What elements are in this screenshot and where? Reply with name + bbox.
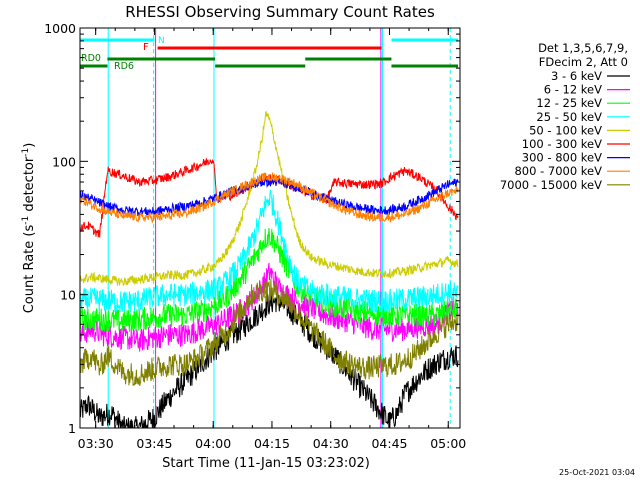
legend-header-line2: FDecim 2, Att 0 <box>539 55 628 69</box>
x-tick-label-2: 04:00 <box>195 436 231 451</box>
y-tick-label-3: 1000 <box>44 21 76 36</box>
legend-header-line1: Det 1,3,5,6,7,9, <box>538 41 628 55</box>
series-line-8 <box>79 278 459 386</box>
legend-label-5: 100 - 300 keV <box>522 137 602 151</box>
legend-label-0: 3 - 6 keV <box>551 69 602 83</box>
y-axis-label-mid: detector <box>22 156 37 216</box>
y-tick-label-2: 100 <box>52 154 76 169</box>
legend-label-8: 7000 - 15000 keV <box>500 178 602 192</box>
y-axis-label-end: ) <box>22 143 37 148</box>
y-axis-label-sup1: -1 <box>21 216 31 225</box>
x-tick-label-0: 03:30 <box>78 436 114 451</box>
series-line-6 <box>79 176 459 217</box>
x-axis: 03:30 03:45 04:00 04:15 04:30 04:45 05:00 <box>78 28 466 451</box>
y-axis-label-sup2: -1 <box>21 148 31 157</box>
mode-bar-label-f: F <box>143 42 149 53</box>
x-tick-label-6: 05:00 <box>430 436 466 451</box>
series-line-4 <box>79 110 459 286</box>
legend-label-6: 300 - 800 keV <box>522 151 602 165</box>
series-line-0 <box>79 291 459 429</box>
legend-label-1: 6 - 12 keV <box>544 83 602 97</box>
y-axis-label: Count Rate (s-1 detector-1) <box>21 143 37 314</box>
legend-label-3: 25 - 50 keV <box>536 110 602 124</box>
series-line-3 <box>79 189 459 313</box>
mode-bar-label-rd0: RD0 <box>81 53 101 64</box>
mode-bar-label-rd6: RD6 <box>114 61 134 72</box>
x-tick-label-3: 04:15 <box>254 436 290 451</box>
y-tick-label-1: 10 <box>60 288 76 303</box>
series-lines <box>79 110 459 429</box>
chart-title: RHESSI Observing Summary Count Rates <box>125 3 435 21</box>
y-axis: 1 10 100 1000 <box>44 21 460 436</box>
x-axis-label: Start Time (11-Jan-15 03:23:02) <box>162 456 370 471</box>
series-line-1 <box>79 262 459 352</box>
x-tick-label-1: 03:45 <box>136 436 172 451</box>
mode-bars: NF RD0 RD6 <box>80 36 459 72</box>
series-line-2 <box>79 227 459 332</box>
legend: Det 1,3,5,6,7,9, FDecim 2, Att 0 3 - 6 k… <box>500 41 630 192</box>
legend-label-2: 12 - 25 keV <box>536 96 602 110</box>
legend-label-4: 50 - 100 keV <box>529 123 602 137</box>
series-line-7 <box>79 171 459 224</box>
mode-bar-label-n: N <box>158 36 165 46</box>
plot-frame <box>79 27 461 429</box>
series-line-5 <box>79 158 459 238</box>
y-axis-label-main: Count Rate (s <box>22 225 37 314</box>
footer-timestamp: 25-Oct-2021 03:04 <box>559 468 635 477</box>
x-tick-label-5: 04:45 <box>371 436 407 451</box>
y-tick-label-0: 1 <box>68 421 76 436</box>
legend-label-7: 800 - 7000 keV <box>514 164 602 178</box>
x-tick-label-4: 04:30 <box>313 436 349 451</box>
